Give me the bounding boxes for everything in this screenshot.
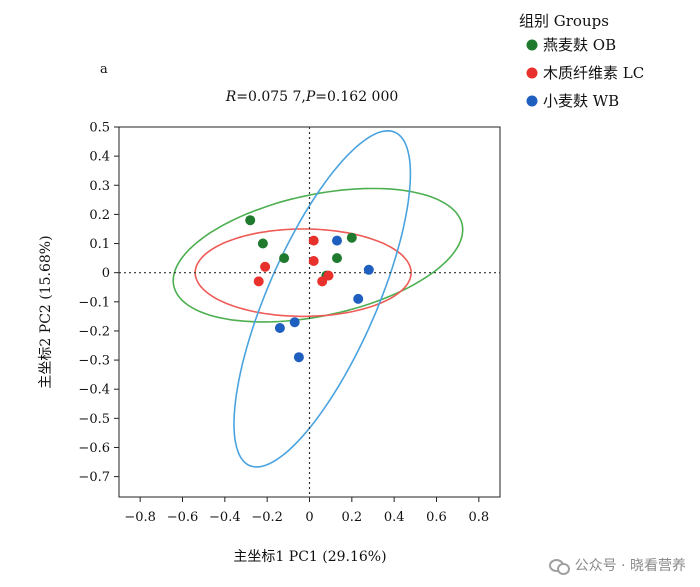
confidence-ellipses	[172, 129, 464, 468]
x-tick-label: −0.2	[251, 510, 283, 525]
y-tick-label: −0.7	[78, 470, 110, 485]
x-tick-label: 0.4	[384, 510, 405, 525]
legend: 组别 Groups 燕麦麸 OB 木质纤维素 LC 小麦麸 WB	[519, 12, 644, 110]
data-points	[245, 215, 374, 363]
y-tick-label: 0.1	[89, 237, 110, 252]
legend-marker	[526, 39, 538, 51]
legend-label: 小麦麸 WB	[543, 92, 619, 110]
x-tick-label: −0.6	[167, 510, 199, 525]
y-tick-label: 0.3	[89, 179, 110, 194]
point-series-2-6	[323, 270, 334, 281]
reference-lines	[119, 127, 500, 497]
point-series-1-3	[279, 253, 290, 264]
y-tick-label: 0.5	[89, 121, 110, 136]
point-series-3-5	[353, 293, 364, 304]
x-tick-label: 0.2	[341, 510, 362, 525]
x-tick-label: −0.4	[209, 510, 241, 525]
point-series-2-3	[308, 235, 319, 246]
x-tick-label: 0.8	[468, 510, 489, 525]
point-series-3-3	[293, 352, 304, 363]
x-axis-title: 主坐标1 PC1 (29.16%)	[233, 549, 386, 565]
stat-annotation: R=0.075 7,P=0.162 000	[225, 89, 399, 105]
y-tick-label: −0.3	[78, 354, 110, 369]
legend-marker	[526, 67, 538, 79]
x-tick-label: −0.8	[124, 510, 156, 525]
point-series-1-1	[245, 215, 256, 226]
y-tick-label: −0.6	[78, 441, 110, 456]
wechat-icon	[548, 557, 570, 575]
legend-label: 燕麦麸 OB	[543, 36, 616, 54]
point-series-3-2	[289, 317, 300, 328]
y-tick-label: −0.1	[78, 295, 110, 310]
legend-label: 木质纤维素 LC	[543, 64, 644, 82]
y-tick-label: 0.4	[89, 150, 110, 165]
legend-marker	[526, 95, 538, 107]
y-tick-label: −0.5	[78, 412, 110, 427]
point-series-1-2	[257, 238, 268, 249]
point-series-3-4	[332, 235, 342, 246]
y-axis-ticks: 0.5 0.4 0.3 0.2 0.1 0 −0.1 −0.2 −0.3 −0.4 −0.5 −0.6…	[78, 121, 119, 485]
watermark-text: 公众号 · 晓看营养	[574, 558, 686, 574]
point-series-2-2	[260, 261, 271, 272]
legend-title: 组别 Groups	[519, 12, 609, 30]
x-axis-ticks: −0.8 −0.6 −0.4 −0.2 0 0.2 0.4 0.6 0.8	[124, 497, 489, 525]
ellipse-series-3	[233, 129, 412, 468]
point-series-1-5	[332, 253, 342, 264]
x-tick-label: 0.6	[426, 510, 447, 525]
point-series-2-4	[308, 256, 319, 266]
y-tick-label: 0	[102, 266, 110, 281]
point-series-3-6	[363, 264, 374, 275]
point-series-2-1	[253, 276, 264, 287]
y-tick-label: −0.2	[78, 324, 110, 339]
ellipse-series-1	[172, 187, 464, 323]
point-series-3-1	[274, 323, 285, 333]
watermark: 公众号 · 晓看营养	[548, 555, 686, 575]
panel-label: a	[100, 62, 108, 77]
point-series-1-6	[346, 232, 357, 243]
y-tick-label: 0.2	[89, 208, 110, 223]
y-tick-label: −0.4	[78, 383, 110, 398]
y-axis-title: 主坐标2 PC2 (15.68%)	[38, 235, 54, 388]
point-series-2-5	[317, 276, 328, 287]
legend-items: 燕麦麸 OB 木质纤维素 LC 小麦麸 WB	[526, 36, 644, 110]
x-tick-label: 0	[305, 510, 313, 525]
